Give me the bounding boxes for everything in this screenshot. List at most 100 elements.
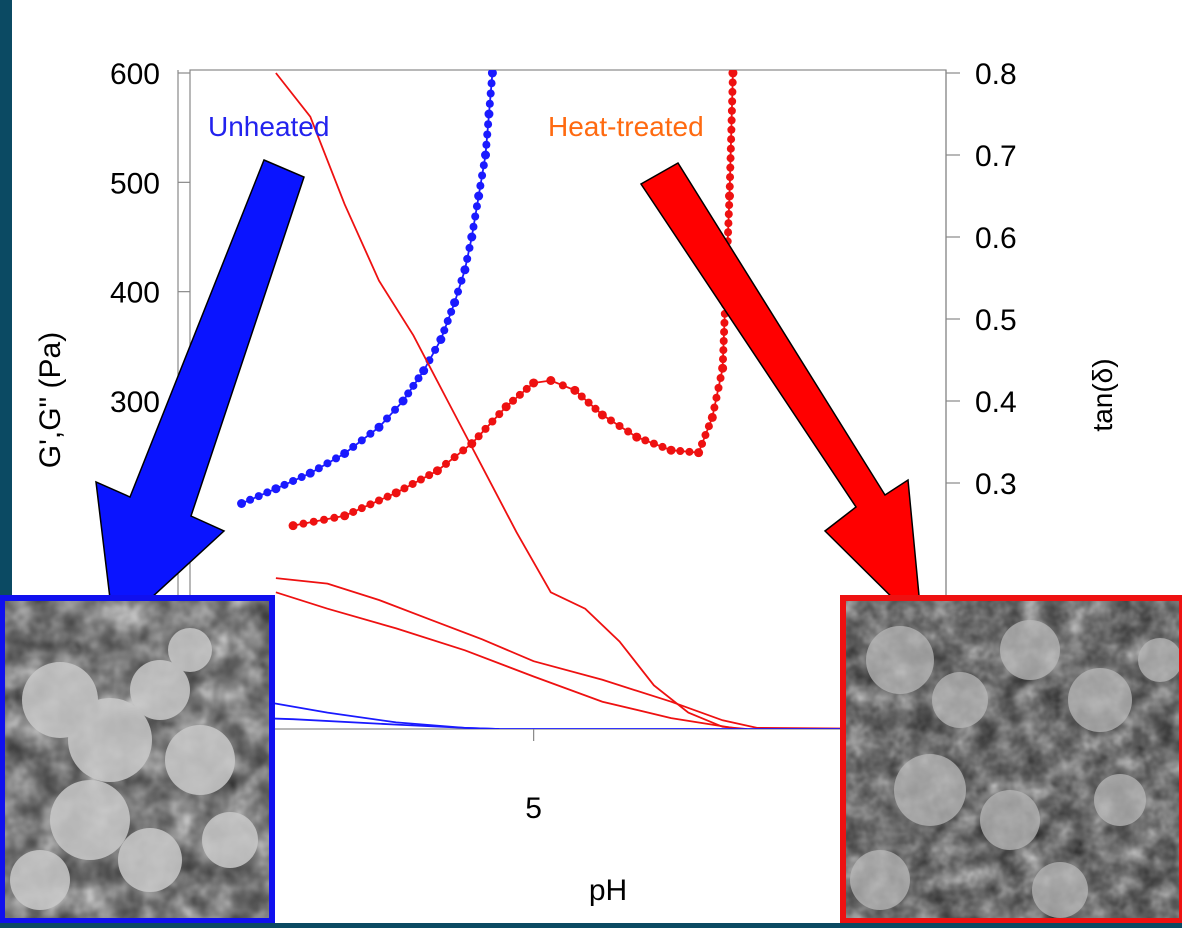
series-marker-1 — [495, 410, 504, 419]
series-marker-0 — [246, 495, 255, 504]
series-marker-0 — [297, 473, 306, 482]
series-marker-1 — [685, 447, 694, 456]
series-point-0 — [450, 298, 460, 308]
series-point-0 — [487, 70, 497, 78]
series-marker-0 — [454, 287, 463, 296]
series-point-0 — [237, 499, 247, 508]
series-marker-1 — [320, 515, 329, 524]
series-marker-0 — [404, 389, 413, 398]
series-marker-0 — [479, 161, 488, 170]
series-point-1 — [432, 466, 442, 476]
series-marker-0 — [263, 488, 272, 497]
series-marker-1 — [474, 432, 483, 441]
series-point-1 — [340, 511, 350, 521]
series-marker-0 — [332, 454, 341, 463]
series-marker-1 — [726, 163, 735, 172]
series-marker-1 — [584, 398, 593, 407]
series-marker-1 — [727, 106, 736, 115]
series-marker-1 — [577, 392, 586, 401]
series-marker-1 — [522, 384, 531, 393]
series-marker-1 — [624, 427, 633, 436]
series-marker-1 — [724, 228, 733, 237]
series-marker-0 — [440, 326, 449, 335]
series-marker-1 — [720, 327, 729, 336]
y-left-tick-label: 500 — [110, 167, 160, 200]
series-marker-0 — [323, 459, 332, 468]
series-marker-0 — [447, 307, 456, 316]
y-left-tick-label: 600 — [110, 58, 160, 91]
axis-ticks — [178, 72, 960, 741]
series-point-0 — [436, 335, 446, 344]
series-marker-1 — [515, 390, 524, 399]
y-right-tick-label: 0.7 — [975, 140, 1017, 173]
series-marker-1 — [400, 484, 409, 493]
series-point-0 — [374, 422, 384, 432]
series-marker-0 — [443, 317, 452, 326]
y-right-tick-label: 0.6 — [975, 222, 1017, 255]
series-marker-1 — [349, 507, 358, 516]
series-marker-0 — [254, 492, 263, 501]
series-marker-1 — [726, 154, 735, 163]
y-right-tick-label: 0.8 — [975, 58, 1017, 91]
series-marker-0 — [349, 442, 358, 451]
series-marker-0 — [314, 464, 323, 473]
series-marker-0 — [457, 276, 466, 285]
series-point-0 — [398, 396, 408, 406]
series-marker-1 — [714, 383, 723, 392]
series-marker-1 — [488, 417, 497, 426]
series-point-0 — [271, 484, 281, 494]
heated-micrograph — [840, 595, 1182, 924]
series-point-0 — [481, 150, 491, 160]
series-marker-1 — [442, 459, 451, 468]
series-marker-1 — [727, 135, 736, 144]
unheated-micrograph — [0, 595, 275, 924]
tick-labels: 2003004005006000.30.40.50.60.70.856 — [110, 58, 1017, 825]
series-point-1 — [632, 432, 642, 442]
series-marker-1 — [728, 97, 737, 106]
series-marker-1 — [357, 504, 366, 513]
series-marker-1 — [481, 424, 490, 433]
series-point-1 — [391, 488, 401, 498]
series-point-1 — [718, 363, 728, 373]
series-marker-0 — [487, 79, 496, 88]
series-point-0 — [467, 232, 477, 242]
series-point-0 — [484, 109, 494, 119]
series-marker-0 — [484, 120, 493, 129]
series-marker-1 — [450, 453, 459, 462]
series-marker-1 — [719, 346, 728, 355]
series-marker-1 — [728, 78, 737, 87]
series-point-1 — [725, 191, 735, 201]
series-marker-0 — [465, 243, 474, 252]
series-marker-0 — [463, 254, 472, 263]
series-point-1 — [707, 412, 717, 422]
series-point-0 — [474, 191, 484, 201]
series-marker-0 — [357, 436, 366, 445]
y-right-tick-label: 0.5 — [975, 304, 1017, 337]
series-marker-0 — [289, 476, 298, 485]
series-point-1 — [694, 448, 704, 458]
series-marker-1 — [416, 475, 425, 484]
series-marker-1 — [725, 201, 734, 210]
unheated-label: Unheated — [208, 111, 329, 142]
series-marker-1 — [726, 173, 735, 182]
series-point-1 — [728, 70, 738, 78]
series-marker-1 — [716, 374, 725, 383]
series-marker-1 — [704, 422, 713, 431]
series-marker-0 — [483, 130, 492, 139]
series-point-1 — [288, 521, 298, 531]
series-marker-0 — [476, 181, 485, 190]
series-marker-0 — [486, 89, 495, 98]
series-marker-1 — [299, 519, 308, 528]
series-marker-1 — [725, 182, 734, 191]
series-marker-1 — [649, 439, 658, 448]
x-tick-label: 5 — [525, 792, 542, 825]
series-marker-1 — [459, 446, 468, 455]
series-marker-0 — [280, 480, 289, 489]
series-point-0 — [419, 366, 429, 376]
y-right-tick-label: 0.4 — [975, 386, 1017, 419]
y-left-axis-label: G',G" (Pa) — [34, 332, 67, 468]
series-marker-1 — [712, 393, 721, 402]
series-layer — [190, 70, 912, 729]
series-point-0 — [340, 448, 350, 458]
series-marker-1 — [718, 355, 727, 364]
